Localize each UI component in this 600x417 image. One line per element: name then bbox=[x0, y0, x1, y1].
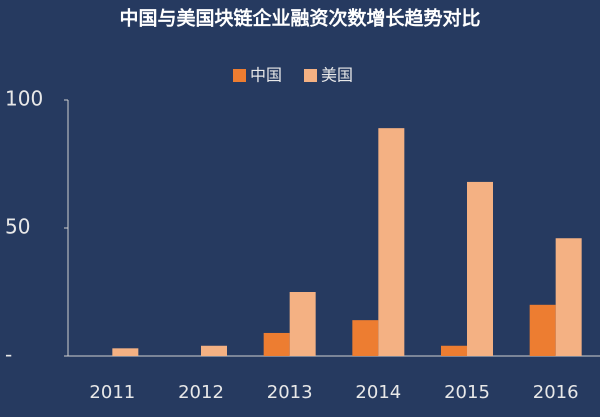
x-tick-label: 2016 bbox=[533, 382, 579, 403]
bar bbox=[555, 238, 582, 356]
x-tick-label: 2014 bbox=[355, 382, 401, 403]
y-tick-label: 50 bbox=[5, 215, 30, 239]
bar bbox=[378, 128, 405, 356]
legend-swatch bbox=[304, 69, 317, 82]
bar bbox=[352, 320, 379, 356]
bar bbox=[529, 304, 556, 356]
x-tick-label: 2011 bbox=[89, 382, 135, 403]
bar bbox=[467, 181, 493, 356]
x-tick-label: 2013 bbox=[267, 382, 313, 403]
y-tick-label: 100 bbox=[5, 87, 43, 111]
bar bbox=[201, 345, 227, 356]
x-tick-label: 2015 bbox=[444, 382, 490, 403]
chart-title: 中国与美国块链企业融资次数增长趋势对比 bbox=[119, 7, 480, 30]
legend-label: 美国 bbox=[321, 66, 353, 85]
bar bbox=[112, 348, 139, 356]
bar bbox=[441, 345, 467, 356]
legend-swatch bbox=[233, 69, 246, 82]
bar bbox=[289, 292, 316, 356]
bar bbox=[263, 332, 290, 356]
y-tick-label: - bbox=[5, 343, 12, 367]
x-tick-label: 2012 bbox=[178, 382, 224, 403]
legend-label: 中国 bbox=[250, 66, 282, 85]
